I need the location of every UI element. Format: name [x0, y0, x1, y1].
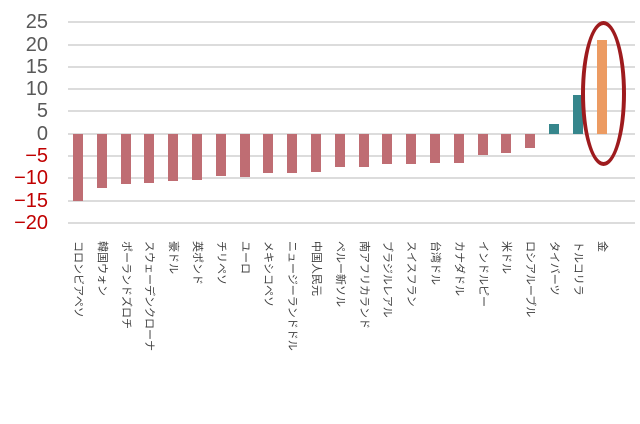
x-category-label: トルコリラ [571, 241, 584, 296]
bar-19 [501, 133, 512, 153]
x-category-label: ポーランドズロチ [119, 241, 132, 329]
x-category-label: コロンビアペソ [72, 241, 84, 318]
gridline [68, 21, 635, 24]
bar-20 [525, 133, 536, 149]
x-category-label: チリペソ [214, 241, 227, 285]
gridline [68, 65, 635, 68]
bar-13 [358, 133, 369, 168]
x-category-label: 台湾ドル [429, 241, 441, 285]
gridline [68, 43, 635, 46]
x-category-label: スウェーデンクローナ [143, 241, 156, 351]
x-category-label: 豪ドル [167, 241, 180, 274]
y-axis-tick-label: −5 [25, 145, 48, 167]
gridline [68, 132, 635, 135]
y-axis-tick-label: 25 [25, 11, 48, 34]
y-axis-tick-label: −15 [14, 189, 48, 212]
x-category-label: 金 [595, 241, 608, 252]
bar-7 [215, 133, 226, 176]
bar-15 [406, 133, 417, 164]
y-axis-tick-label: 10 [25, 78, 48, 101]
bar-3 [120, 133, 131, 184]
gridline [68, 88, 635, 91]
gridline [68, 155, 635, 157]
bar-9 [263, 133, 274, 174]
gridline [68, 221, 635, 224]
bar-2 [96, 133, 107, 189]
bar-10 [287, 133, 298, 173]
y-axis-tick-label: −20 [14, 211, 48, 234]
x-category-label: インドルピー [476, 241, 489, 307]
bar-14 [382, 133, 393, 164]
bar-22 [572, 95, 583, 134]
x-category-label: ペルー新ソル [333, 241, 346, 307]
bar-4 [144, 133, 155, 183]
x-category-label: メキシコペソ [262, 241, 275, 307]
x-category-label: 米ドル [500, 241, 513, 274]
x-category-label: 南アフリカランド [357, 241, 370, 329]
bar-5 [168, 133, 179, 181]
x-category-label: 英ポンド [191, 241, 203, 285]
y-axis-tick-label: 20 [25, 33, 48, 56]
bar-8 [239, 133, 250, 177]
x-category-label: スイスフラン [405, 241, 418, 307]
y-axis-tick-label: 0 [36, 122, 48, 145]
bar-12 [334, 133, 345, 168]
x-category-label: 中国人民元 [310, 241, 322, 296]
gridline [68, 177, 635, 180]
bar-16 [430, 133, 440, 164]
y-axis-tick-label: 5 [36, 100, 48, 123]
bar-11 [311, 133, 321, 173]
highlight-ellipse [581, 21, 626, 166]
x-category-label: ニュージーランドドル [286, 241, 299, 351]
bar-21 [549, 123, 559, 134]
y-axis-tick-label: −10 [14, 167, 48, 190]
x-category-label: タイバーツ [548, 241, 560, 296]
x-category-label: ブラジルレアル [381, 241, 394, 318]
bar-1 [73, 133, 83, 202]
x-category-label: 韓国ウォン [95, 241, 108, 296]
x-category-label: ユーロ [238, 241, 251, 274]
gridline [68, 199, 635, 202]
x-category-label: カナダドル [452, 241, 465, 296]
bar-18 [477, 133, 488, 155]
bar-6 [192, 133, 202, 180]
x-category-label: ロシアルーブル [524, 241, 537, 318]
bar-17 [453, 133, 464, 163]
y-axis-tick-label: 15 [25, 55, 48, 78]
gridline [68, 110, 635, 113]
